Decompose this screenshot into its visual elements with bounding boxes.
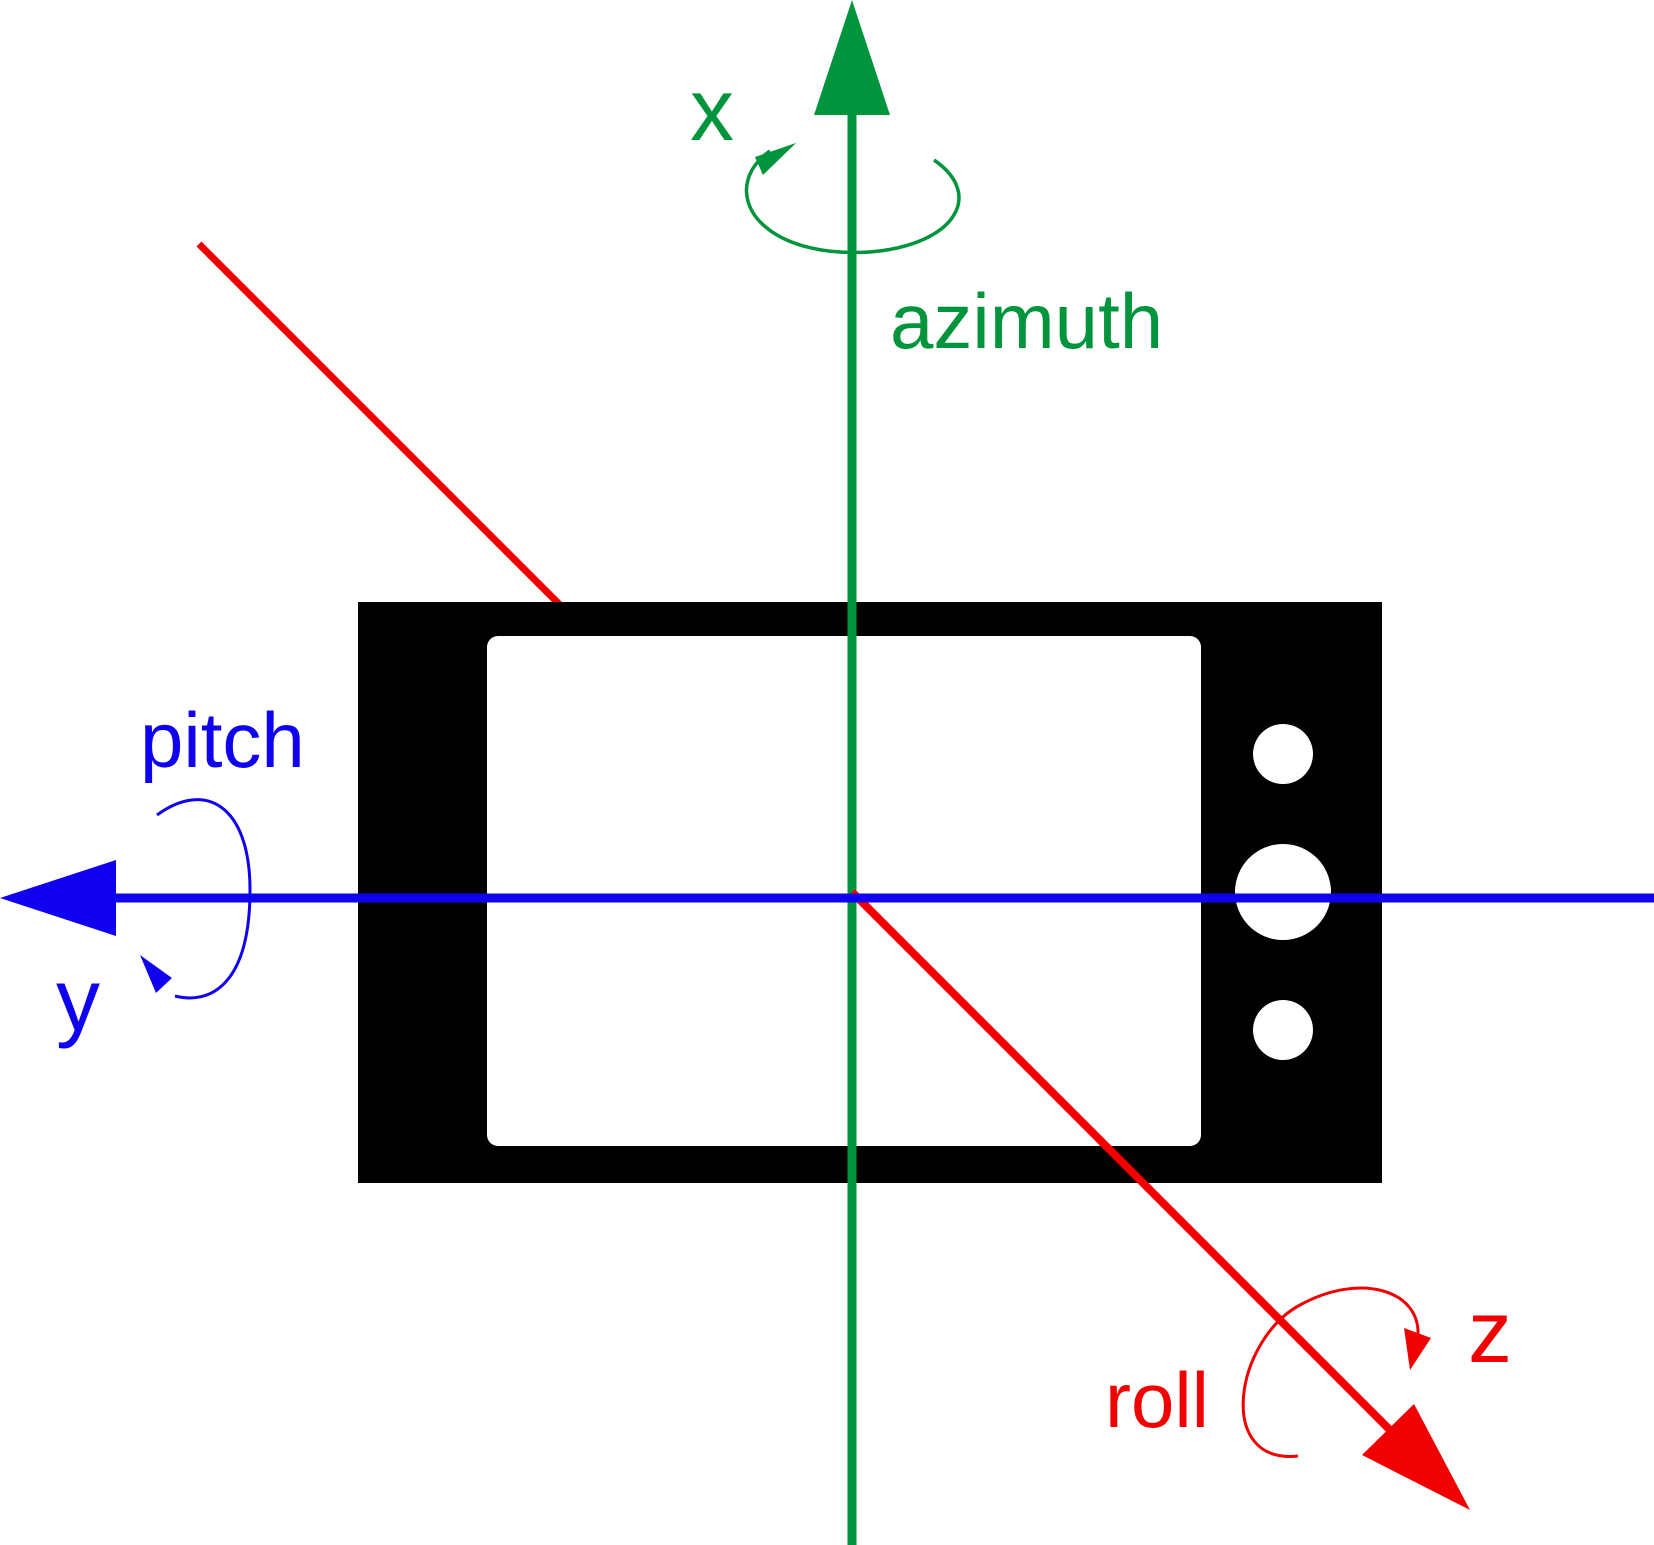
azimuth-rotation-arc — [744, 149, 961, 255]
z-axis-back-line — [196, 241, 568, 613]
roll-rotation-arrowhead — [1404, 1328, 1431, 1370]
pitch-label: pitch — [140, 696, 305, 784]
azimuth-label: azimuth — [890, 277, 1163, 365]
device-button-bottom — [1253, 1000, 1313, 1060]
device — [358, 602, 1382, 1183]
y-axis — [0, 798, 1654, 1000]
roll-rotation-arc — [1241, 1286, 1420, 1458]
x-axis — [744, 0, 961, 1545]
roll-label: roll — [1105, 1356, 1209, 1444]
device-button-center — [1235, 844, 1331, 940]
y-axis-arrowhead — [0, 860, 116, 936]
z-axis — [849, 889, 1470, 1510]
y-axis-label: y — [56, 950, 100, 1049]
z-axis-arrowhead — [1362, 1404, 1470, 1510]
pitch-rotation-arc — [156, 798, 252, 1000]
azimuth-rotation-arrowhead-fill — [755, 143, 796, 175]
device-button-top — [1253, 724, 1313, 784]
device-screen — [487, 636, 1201, 1146]
pitch-rotation-arrowhead — [140, 955, 172, 993]
x-axis-label: x — [690, 60, 734, 159]
z-axis-front-line — [849, 889, 1403, 1443]
x-axis-arrowhead — [814, 0, 890, 115]
z-axis-label: z — [1468, 1282, 1512, 1381]
